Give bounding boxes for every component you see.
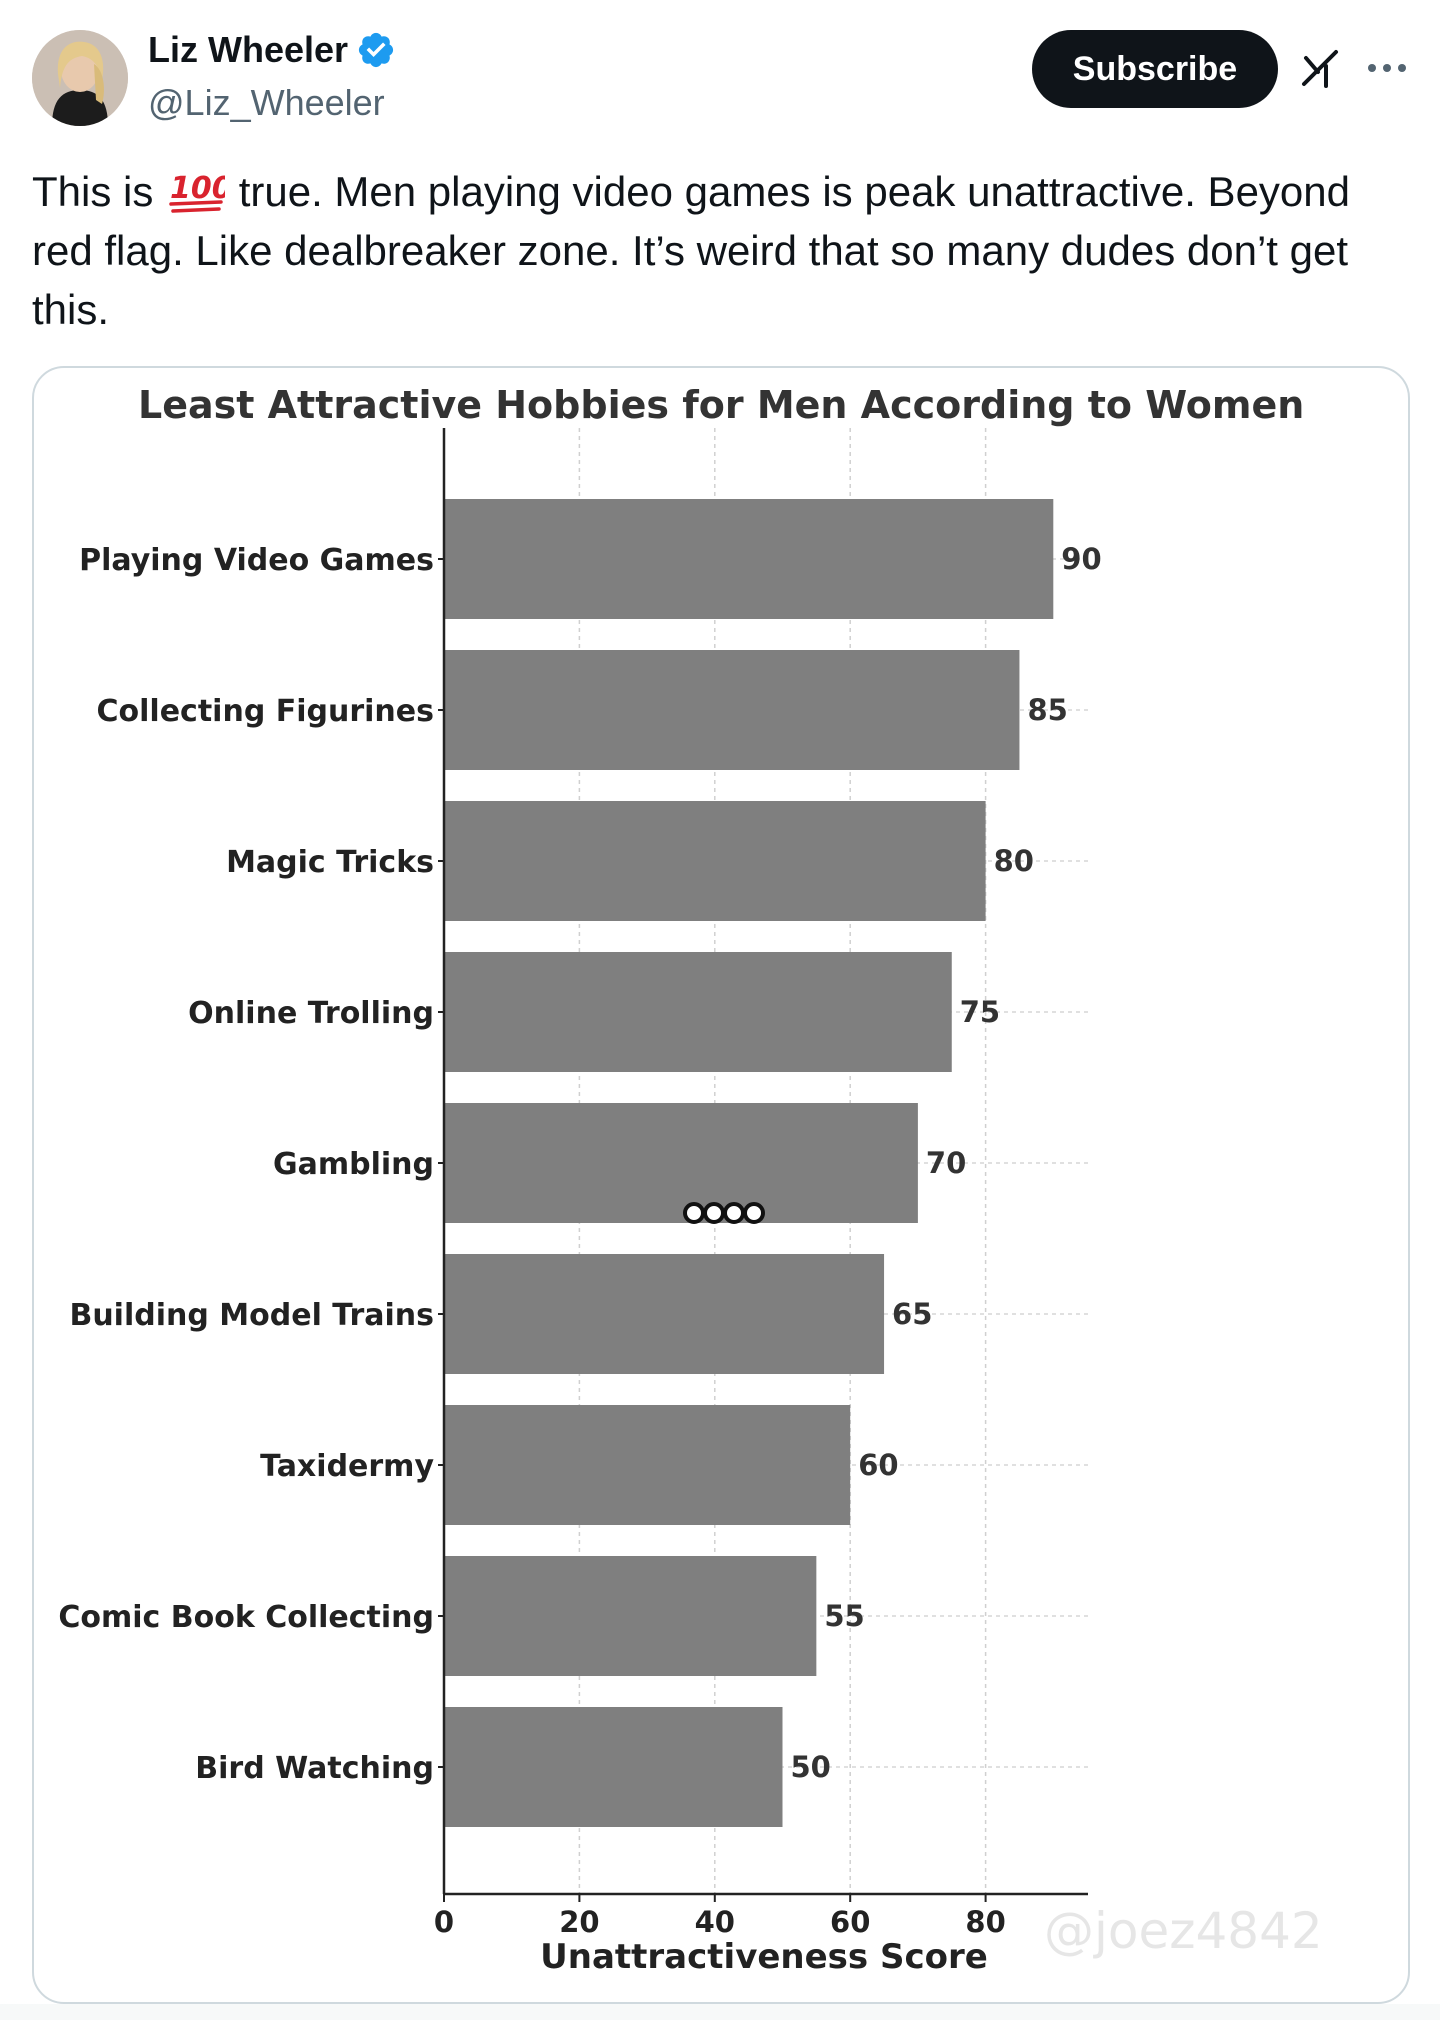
bar-online-trolling <box>444 952 952 1072</box>
subscribe-button[interactable]: Subscribe <box>1032 30 1278 108</box>
category-label: Building Model Trains <box>69 1298 434 1333</box>
category-label: Collecting Figurines <box>97 694 434 729</box>
grok-icon[interactable] <box>1296 44 1344 92</box>
category-label: Playing Video Games <box>79 543 434 578</box>
verified-badge-icon <box>358 32 394 68</box>
chart-axes: 0 20 40 60 80 <box>434 428 1088 1939</box>
watermark: @joez4842 <box>1044 1902 1323 1960</box>
bar-building-model-trains <box>444 1254 885 1374</box>
data-label: 60 <box>858 1448 898 1482</box>
data-label: 90 <box>1061 542 1101 576</box>
bar-chart: Least Attractive Hobbies for Men Accordi… <box>58 383 1323 1977</box>
data-label: 75 <box>960 995 1000 1029</box>
author-handle[interactable]: @Liz_Wheeler <box>148 82 385 123</box>
post-text-start: This is <box>32 168 154 215</box>
loading-dots-icon <box>683 1202 765 1224</box>
x-tick-label: 0 <box>434 1905 454 1939</box>
data-label: 55 <box>824 1599 864 1633</box>
data-label: 50 <box>791 1750 831 1784</box>
category-label: Online Trolling <box>188 996 434 1031</box>
bottom-edge <box>0 2004 1440 2020</box>
bar-bird-watching <box>444 1707 783 1827</box>
category-label: Magic Tricks <box>226 845 434 880</box>
x-tick-label: 80 <box>965 1905 1005 1939</box>
category-label: Comic Book Collecting <box>58 1600 434 1635</box>
data-label: 85 <box>1027 693 1067 727</box>
x-tick-label: 60 <box>830 1905 870 1939</box>
post-header: Liz Wheeler @Liz_Wheeler Subscribe <box>0 0 1440 140</box>
author-display-name[interactable]: Liz Wheeler <box>148 29 349 70</box>
category-label: Gambling <box>273 1147 434 1182</box>
svg-text:100: 100 <box>170 171 225 206</box>
data-label: 65 <box>892 1297 932 1331</box>
profile-photo-icon <box>32 30 128 126</box>
data-label: 80 <box>994 844 1034 878</box>
watermark-text: @joez4842 <box>1044 1902 1323 1960</box>
x-tick-label: 20 <box>559 1905 599 1939</box>
bar-comic-book-collecting <box>444 1556 817 1676</box>
chart-title: Least Attractive Hobbies for Men Accordi… <box>138 383 1304 427</box>
category-label: Taxidermy <box>260 1449 434 1484</box>
data-label: 70 <box>926 1146 966 1180</box>
chart-bars: Playing Video Games 90 Collecting Figurine… <box>58 499 1102 1827</box>
bar-taxidermy <box>444 1405 851 1525</box>
x-tick-label: 40 <box>695 1905 735 1939</box>
bar-collecting-figurines <box>444 650 1020 770</box>
post-media-chart[interactable]: Least Attractive Hobbies for Men Accordi… <box>32 366 1410 2004</box>
bar-magic-tricks <box>444 801 986 921</box>
category-label: Bird Watching <box>195 1751 434 1786</box>
hundred-points-emoji-icon: 💯 100 <box>169 171 225 213</box>
x-axis-label: Unattractiveness Score <box>540 1937 988 1977</box>
post-text-rest: true. Men playing video games is peak un… <box>32 168 1351 333</box>
bar-playing-video-games <box>444 499 1054 619</box>
avatar[interactable] <box>32 30 128 126</box>
more-options-icon[interactable] <box>1362 50 1412 86</box>
post-text: This is 💯 100 true. Men playing video ga… <box>32 162 1412 339</box>
bar-gambling <box>444 1103 918 1223</box>
